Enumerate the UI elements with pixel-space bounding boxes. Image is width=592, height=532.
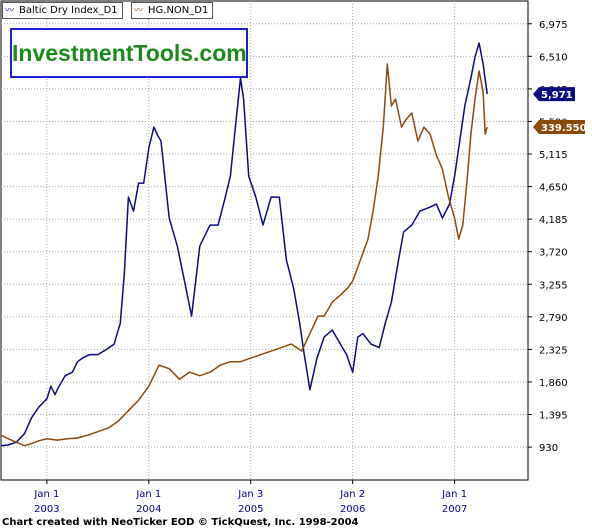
last-value-tag	[533, 87, 575, 102]
legend-label: Baltic Dry Index_D1	[19, 5, 118, 16]
x-tick-label: Jan 1	[33, 489, 59, 500]
last-value-tag	[533, 120, 585, 135]
x-tick-label: Jan 3	[237, 489, 263, 500]
series-line-0	[0, 42, 488, 447]
y-tick-label: 4,185	[539, 215, 568, 226]
legend-item-baltic[interactable]: 〰 Baltic Dry Index_D1	[2, 2, 123, 19]
x-tick-label-year: 2006	[340, 504, 365, 515]
y-tick-label: 3,255	[539, 280, 568, 291]
x-tick-label: Jan 2	[339, 489, 365, 500]
y-tick-label: 6,975	[539, 20, 568, 31]
legend-label: HG.NON_D1	[148, 5, 209, 16]
y-tick-label: 5,115	[539, 150, 568, 161]
logo: InvestmentTools.com	[10, 28, 248, 78]
series-layer	[0, 42, 488, 447]
y-axis: 930 1,395 1,860 2,325 2,790 3,255 3,720 4,185 4,…	[528, 20, 568, 454]
y-tick-label: 3,720	[539, 248, 568, 259]
x-tick-label-year: 2003	[34, 504, 59, 515]
last-value-label: 5,971	[541, 90, 573, 101]
y-tick-label: 6,510	[539, 52, 568, 63]
line-series-icon: 〰	[5, 6, 15, 16]
x-tick-label-year: 2004	[136, 504, 161, 515]
y-tick-label: 2,325	[539, 345, 568, 356]
x-axis: Jan 1 2003 Jan 1 2004 Jan 3 2005 Jan 2 2006 Jan …	[33, 480, 467, 515]
x-tick-label: Jan 1	[135, 489, 161, 500]
y-tick-label: 1,395	[539, 411, 568, 422]
last-value-tags: 5,971 339.550	[533, 87, 587, 135]
logo-text: InvestmentTools.com	[12, 40, 247, 66]
line-series-icon: 〰	[134, 6, 144, 16]
y-tick-label: 4,650	[539, 183, 568, 194]
x-tick-label-year: 2007	[442, 504, 467, 515]
last-value-label: 339.550	[541, 123, 587, 134]
footer-credit: Chart created with NeoTicker EOD © TickQ…	[2, 517, 359, 528]
y-tick-label: 1,860	[539, 378, 568, 389]
series-line-1	[0, 63, 488, 447]
y-tick-label: 2,790	[539, 313, 568, 324]
plot-area	[0, 0, 529, 481]
x-tick-label-year: 2005	[238, 504, 263, 515]
y-tick-label: 930	[539, 443, 558, 454]
legend-item-hg[interactable]: 〰 HG.NON_D1	[131, 2, 214, 19]
x-tick-label: Jan 1	[441, 489, 467, 500]
